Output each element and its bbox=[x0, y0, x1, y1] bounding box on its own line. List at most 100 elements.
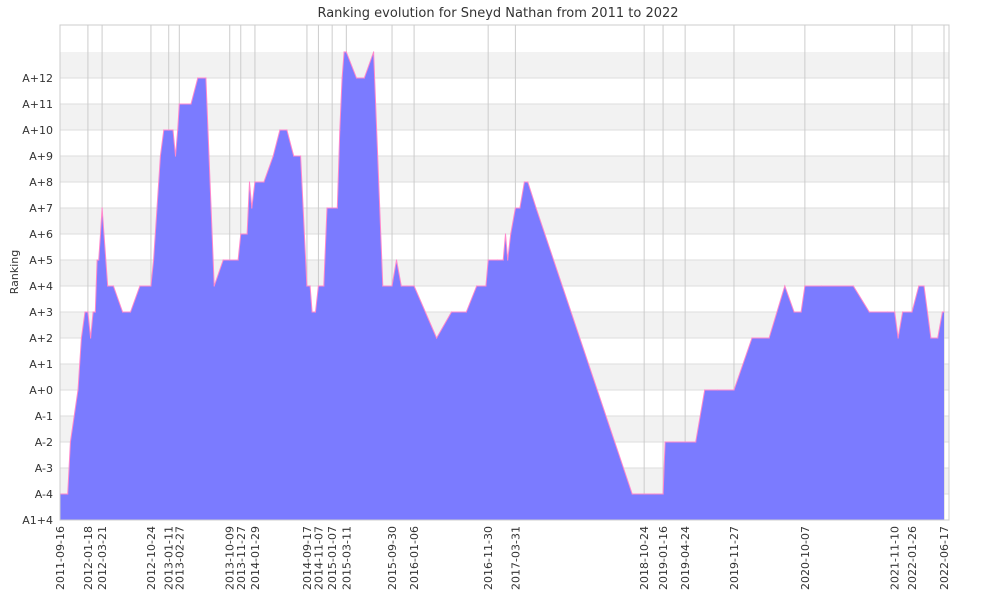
data-point bbox=[496, 259, 498, 261]
data-point bbox=[535, 207, 537, 209]
y-tick-label: A+7 bbox=[29, 202, 53, 215]
x-tick-label: 2013-01-11 bbox=[163, 526, 176, 590]
x-tick-label: 2019-11-27 bbox=[728, 526, 741, 590]
data-point bbox=[341, 77, 343, 79]
series-line bbox=[60, 51, 944, 495]
data-point bbox=[272, 155, 274, 157]
data-point bbox=[793, 311, 795, 313]
data-point bbox=[313, 311, 315, 313]
data-point bbox=[510, 233, 512, 235]
data-point bbox=[94, 311, 96, 313]
data-point bbox=[69, 441, 71, 443]
data-point bbox=[923, 285, 925, 287]
x-tick-label: 2016-11-30 bbox=[482, 526, 495, 590]
data-point bbox=[504, 233, 507, 235]
data-point bbox=[150, 285, 152, 287]
y-tick-label: A+12 bbox=[22, 72, 53, 85]
data-point bbox=[129, 311, 132, 313]
x-tick-label: 2014-09-17 bbox=[301, 526, 314, 590]
data-point bbox=[643, 493, 645, 495]
data-point bbox=[363, 77, 365, 79]
y-tick-label: A+4 bbox=[29, 280, 53, 293]
x-tick-label: 2013-11-27 bbox=[235, 526, 248, 590]
data-point bbox=[156, 207, 158, 209]
data-point bbox=[852, 285, 854, 287]
y-tick-label: A-1 bbox=[35, 410, 53, 423]
data-point bbox=[502, 259, 504, 261]
data-point bbox=[527, 181, 529, 183]
data-point bbox=[930, 337, 932, 339]
data-point bbox=[911, 311, 913, 313]
data-point bbox=[314, 311, 317, 313]
data-point bbox=[159, 155, 161, 157]
y-tick-label: A+11 bbox=[22, 98, 53, 111]
data-point bbox=[406, 285, 408, 287]
data-point bbox=[168, 129, 170, 131]
data-point bbox=[751, 337, 753, 339]
data-point bbox=[90, 337, 92, 339]
data-point bbox=[331, 207, 333, 209]
data-point bbox=[519, 207, 521, 209]
data-point bbox=[391, 285, 393, 287]
x-tick-label: 2018-10-24 bbox=[638, 526, 651, 590]
data-point bbox=[684, 441, 686, 443]
data-point bbox=[716, 389, 719, 391]
data-point bbox=[87, 311, 89, 313]
data-point bbox=[254, 181, 256, 183]
x-tick-label: 2013-02-27 bbox=[173, 526, 186, 590]
x-tick-label: 2012-10-24 bbox=[145, 526, 158, 590]
x-tick-label: 2022-01-26 bbox=[906, 526, 919, 590]
data-point bbox=[178, 103, 180, 105]
data-point bbox=[413, 285, 415, 287]
data-point bbox=[177, 129, 179, 131]
y-tick-label: A+1 bbox=[29, 358, 53, 371]
data-point bbox=[695, 441, 697, 443]
data-point bbox=[197, 77, 199, 79]
data-point bbox=[804, 285, 806, 287]
data-point bbox=[345, 51, 347, 53]
data-point bbox=[336, 207, 338, 209]
y-axis-ticks: A1+4 A-4 A-3 A-2 A-1 A+0 A+1 A+2 A+3 A+4 A+5 A+6 A+7… bbox=[22, 72, 53, 527]
data-point bbox=[733, 389, 735, 391]
data-point bbox=[784, 285, 786, 287]
data-point bbox=[937, 337, 939, 339]
band-row bbox=[60, 52, 949, 78]
data-point bbox=[476, 285, 478, 287]
data-point bbox=[436, 337, 438, 339]
y-tick-label: A+9 bbox=[29, 150, 53, 163]
data-point bbox=[286, 129, 288, 131]
data-point bbox=[339, 129, 341, 131]
x-tick-label: 2019-01-16 bbox=[657, 526, 670, 590]
data-point bbox=[99, 233, 102, 235]
data-point bbox=[514, 207, 517, 209]
data-point bbox=[139, 285, 141, 287]
data-point bbox=[229, 259, 231, 261]
data-point bbox=[395, 259, 398, 261]
x-tick-label: 2022-06-17 bbox=[938, 526, 951, 590]
y-tick-label: A-3 bbox=[35, 462, 53, 475]
data-point bbox=[248, 181, 251, 183]
data-point bbox=[237, 259, 239, 261]
data-point bbox=[172, 129, 174, 131]
series-area bbox=[59, 51, 945, 520]
data-point bbox=[664, 441, 666, 443]
y-tick-label: A+0 bbox=[29, 384, 53, 397]
area-fill bbox=[60, 52, 944, 520]
plot-frame bbox=[59, 24, 950, 521]
data-point bbox=[768, 337, 770, 339]
data-point bbox=[902, 311, 904, 313]
data-point bbox=[343, 51, 345, 53]
x-tick-label: 2015-03-11 bbox=[340, 526, 353, 590]
data-point bbox=[213, 285, 215, 287]
data-point bbox=[306, 285, 308, 287]
x-tick-label: 2016-01-06 bbox=[408, 526, 421, 590]
data-point bbox=[662, 493, 664, 495]
data-point bbox=[190, 103, 192, 105]
data-point bbox=[507, 259, 509, 261]
y-tick-label: A+8 bbox=[29, 176, 53, 189]
data-point bbox=[523, 181, 526, 183]
data-point bbox=[92, 311, 94, 313]
data-point bbox=[941, 311, 944, 313]
data-point bbox=[122, 311, 124, 313]
data-point bbox=[382, 285, 384, 287]
